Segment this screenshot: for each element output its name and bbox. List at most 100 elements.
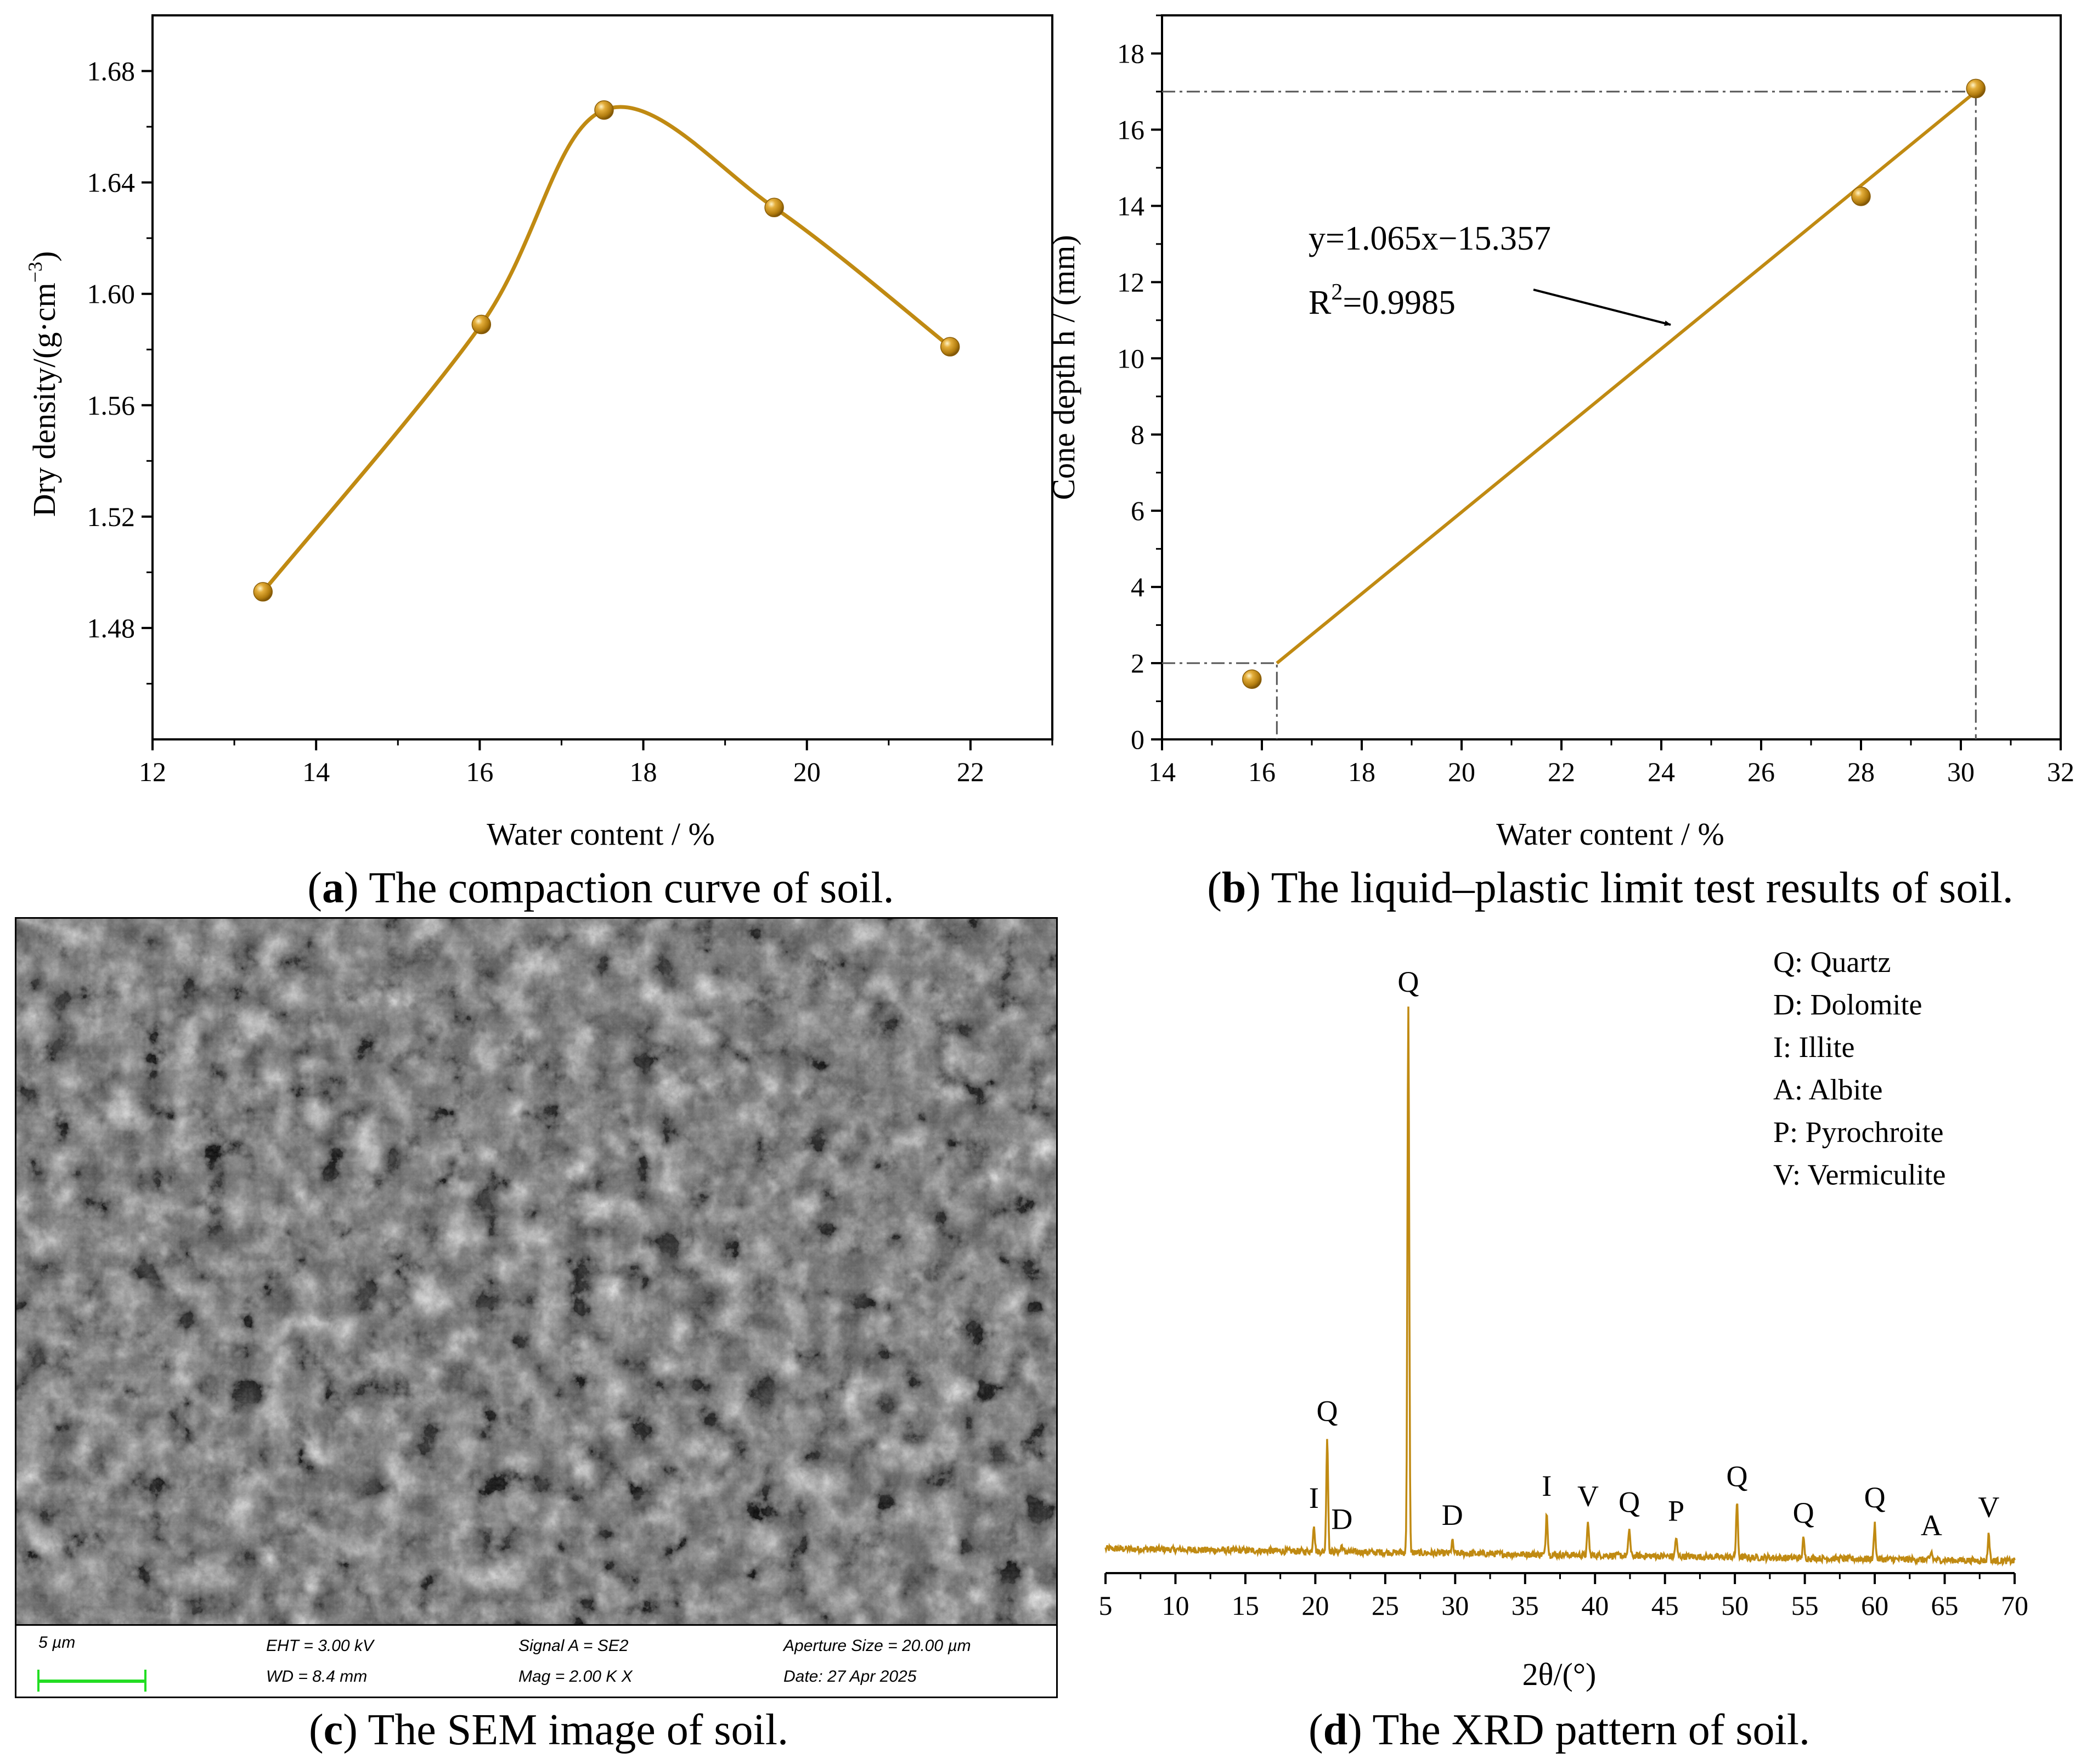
panel-b-ytick-label: 8: [1131, 419, 1144, 450]
panel-d-pattern: [1104, 1007, 2016, 1567]
panel-b-xlabel: Water content / %: [1496, 816, 1724, 852]
panel-a: 12 14 16 18 20 22 1.48 1.52 1.56 1.60 1.64 1.68 Wat…: [24, 14, 1053, 912]
panel-b-point: [1242, 669, 1262, 689]
panel-d-peak-label: Q: [1793, 1496, 1814, 1529]
sem-signal: Signal A = SE2: [518, 1637, 629, 1655]
sem-mag: Mag = 2.00 K X: [518, 1667, 633, 1686]
panel-a-point: [764, 197, 784, 218]
panel-a-ytick-label: 1.60: [87, 279, 136, 309]
panel-d-xtick-label: 45: [1651, 1590, 1679, 1621]
panel-b-point: [1966, 78, 1986, 99]
panel-b-xtick-label: 20: [1448, 756, 1475, 787]
panel-d-peak-label: Q: [1864, 1481, 1886, 1514]
panel-a-xlabel: Water content / %: [487, 816, 715, 852]
panel-b-r2-value: =0.9985: [1343, 284, 1455, 321]
panel-b-r2: R2=0.9985: [1309, 280, 1456, 321]
panel-c-caption-text: The SEM image of soil.: [368, 1706, 788, 1754]
panel-d-peak-label: I: [1542, 1469, 1552, 1502]
panel-a-frame: [151, 14, 1053, 740]
panel-d-xtick-label: 30: [1441, 1590, 1469, 1621]
panel-b-ytick-label: 18: [1117, 38, 1144, 69]
panel-b-caption: (b) The liquid–plastic limit test result…: [1207, 864, 2014, 912]
panel-d-caption-text: The XRD pattern of soil.: [1372, 1706, 1810, 1754]
panel-d-peak-label: D: [1331, 1502, 1352, 1535]
panel-b-xtick-label: 32: [2047, 756, 2074, 787]
panel-d-xtick-label: 60: [1861, 1590, 1888, 1621]
panel-d-xtick-label: 70: [2001, 1590, 2028, 1621]
sem-scale-tick-left: [37, 1670, 40, 1692]
panel-d-xtick-label: 20: [1301, 1590, 1329, 1621]
panel-b-ytick-label: 6: [1131, 495, 1144, 526]
panel-d-xtick-label: 10: [1161, 1590, 1189, 1621]
panel-a-xtick-label: 22: [957, 756, 984, 787]
panel-d-legend-item: Q: Quartz: [1773, 946, 1891, 979]
panel-b-caption-text: The liquid–plastic limit test results of…: [1271, 864, 2014, 912]
panel-d-legend-item: P: Pyrochroite: [1773, 1116, 1943, 1149]
panel-b-xtick-label: 26: [1747, 756, 1775, 787]
panel-d-peak-label: V: [1577, 1480, 1599, 1513]
panel-d-peak-label: Q: [1618, 1486, 1640, 1519]
panel-b-ytick-label: 4: [1131, 572, 1144, 602]
panel-b-xtick-label: 28: [1847, 756, 1875, 787]
sem-image-panel: 5 µm EHT = 3.00 kV WD = 8.4 mm Signal A …: [15, 917, 1058, 1698]
sem-aperture: Aperture Size = 20.00 µm: [783, 1637, 971, 1655]
panel-a-caption-text: The compaction curve of soil.: [369, 864, 894, 912]
panel-b-ytick-label: 0: [1131, 724, 1144, 755]
panel-b-xtick-label: 16: [1248, 756, 1276, 787]
panel-b-ytick-label: 10: [1117, 343, 1144, 374]
panel-d-xtick-label: 50: [1721, 1590, 1749, 1621]
panel-a-caption: (a) The compaction curve of soil.: [307, 864, 894, 912]
panel-d-peak-label: V: [1978, 1491, 1999, 1524]
panel-d-peak-label: Q: [1317, 1394, 1338, 1427]
panel-d-xtick-label: 35: [1512, 1590, 1539, 1621]
panel-a-xtick-label: 16: [466, 756, 493, 787]
panel-d-xtick-label: 65: [1931, 1590, 1959, 1621]
panel-d-peak-label: D: [1442, 1499, 1463, 1531]
sem-scale-tick-right: [144, 1670, 146, 1692]
panel-a-ytick-label: 1.64: [87, 167, 136, 198]
sem-wd: WD = 8.4 mm: [266, 1667, 368, 1686]
panel-d-legend-item: D: Dolomite: [1773, 988, 1922, 1021]
panel-b-r2-sup: 2: [1331, 280, 1343, 305]
panel-c-caption-letter: c: [324, 1706, 343, 1754]
sem-scale-bar: [38, 1680, 145, 1683]
panel-a-ytick-label: 1.48: [87, 613, 136, 643]
sem-date: Date: 27 Apr 2025: [783, 1667, 917, 1686]
panel-d-legend-item: V: Vermiculite: [1773, 1158, 1945, 1191]
panel-a-xtick-label: 20: [793, 756, 821, 787]
panel-a-ylabel: Dry density/(g·cm−3): [24, 251, 62, 517]
panel-d-peak-label: P: [1668, 1495, 1684, 1528]
panel-d-caption: (d) The XRD pattern of soil.: [1309, 1706, 1810, 1754]
sem-micrograph: [16, 919, 1056, 1624]
panel-b-ytick-label: 12: [1117, 267, 1144, 297]
panel-a-point: [940, 337, 960, 357]
panel-a-ytick-label: 1.68: [87, 56, 136, 87]
panel-b-xtick-label: 18: [1348, 756, 1375, 787]
panel-d-xtick-label: 25: [1372, 1590, 1399, 1621]
panel-b-ytick-label: 2: [1131, 648, 1144, 679]
panel-b-xtick-label: 22: [1548, 756, 1575, 787]
panel-c-caption: (c) The SEM image of soil.: [309, 1706, 788, 1754]
panel-a-curve: [261, 105, 951, 593]
panel-a-ytick-label: 1.52: [87, 501, 136, 532]
panel-a-ytick-label: 1.56: [87, 390, 136, 421]
sem-eht: EHT = 3.00 kV: [266, 1637, 374, 1655]
panel-b-caption-letter: b: [1222, 864, 1247, 912]
panel-b-frame: [1161, 14, 2062, 740]
panel-d-caption-letter: d: [1323, 1706, 1348, 1754]
sem-databar: 5 µm EHT = 3.00 kV WD = 8.4 mm Signal A …: [16, 1624, 1056, 1697]
panel-b-ylabel: Cone depth h / (mm): [1046, 235, 1081, 500]
panel-d-peak-label: Q: [1397, 965, 1419, 998]
panel-d-legend-item: I: Illite: [1773, 1031, 1854, 1064]
panel-d-xlabel: 2θ/(°): [1522, 1656, 1597, 1692]
panel-b-equation: y=1.065x−15.357: [1309, 220, 1551, 257]
panel-a-point: [471, 314, 492, 335]
panel-d-peak-label: Q: [1726, 1460, 1747, 1493]
panel-a-xtick-label: 14: [302, 756, 330, 787]
panel-a-plot: 12 14 16 18 20 22 1.48 1.52 1.56 1.60 1.64 1.68: [87, 14, 1053, 787]
